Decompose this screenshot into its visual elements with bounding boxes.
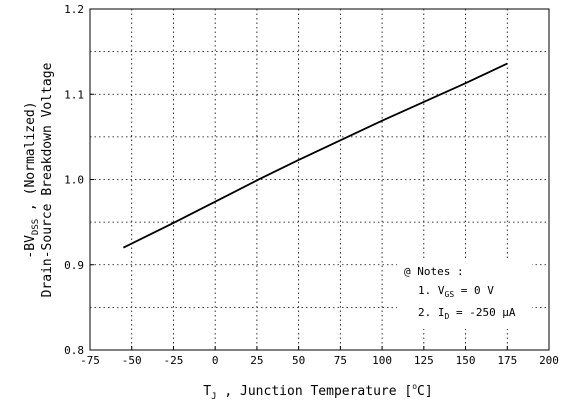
series-line [122, 62, 508, 249]
y-axis-label-line1: -BVDSS , (Normalized) [23, 101, 41, 258]
x-tick-label: 25 [250, 354, 263, 367]
y-tick-label: 1.1 [64, 88, 84, 101]
y-axis-label-line2: Drain-Source Breakdown Voltage [40, 62, 55, 297]
note-2: 2. ID = -250 μA [418, 306, 516, 321]
x-tick-labels: -75 -50 -25 0 25 50 75 100 125 150 175 200 [80, 354, 559, 367]
y-tick-labels: 0.8 0.9 1.0 1.1 1.2 [64, 3, 84, 357]
x-tick-label: -25 [164, 354, 184, 367]
notes-box: @ Notes : 1. VGS = 0 V 2. ID = -250 μA [397, 258, 532, 329]
notes-title: @ Notes : [404, 265, 464, 278]
x-tick-label: 200 [539, 354, 559, 367]
x-tick-label: 0 [212, 354, 219, 367]
x-tick-label: 50 [292, 354, 305, 367]
x-axis-label: TJ , Junction Temperature [oC] [203, 382, 432, 402]
y-tick-label: 0.9 [64, 259, 84, 272]
x-tick-label: 75 [334, 354, 347, 367]
x-tick-label: 125 [414, 354, 434, 367]
series-layer [122, 62, 508, 249]
x-tick-label: 100 [372, 354, 392, 367]
x-tick-label: -75 [80, 354, 100, 367]
y-tick-label: 0.8 [64, 344, 84, 357]
x-tick-label: -50 [122, 354, 142, 367]
y-tick-label: 1.2 [64, 3, 84, 16]
x-tick-label: 175 [497, 354, 517, 367]
y-tick-label: 1.0 [64, 174, 84, 187]
note-1: 1. VGS = 0 V [418, 284, 494, 299]
plot-frame [89, 8, 550, 351]
x-tick-label: 150 [456, 354, 476, 367]
